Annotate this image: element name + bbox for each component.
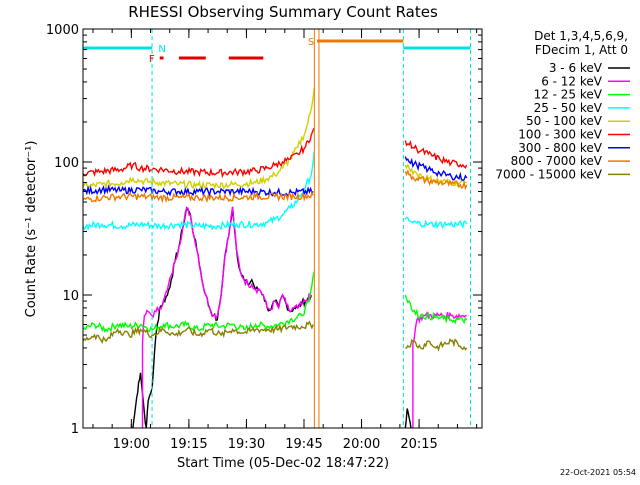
y-tick-label-100: 100 <box>54 156 79 171</box>
chart-title: RHESSI Observing Summary Count Rates <box>128 3 438 21</box>
series-line-after-50-100-kev <box>404 163 467 188</box>
series-line-after-300-800-kev <box>404 156 468 181</box>
series-line-after-7000-15000-kev <box>405 338 468 352</box>
flag-label-flare: F <box>149 54 155 65</box>
x-tick-label-19-30: 19:30 <box>228 437 265 452</box>
legend-label-3-6-kev: 3 - 6 keV <box>549 61 603 75</box>
series-line-after-3-6-kev <box>404 408 412 428</box>
legend-label-12-25-kev: 12 - 25 keV <box>534 88 603 102</box>
x-tick-label-19-15: 19:15 <box>170 437 207 452</box>
legend-label-6-12-kev: 6 - 12 keV <box>541 74 603 88</box>
y-axis-label: Count Rate (s⁻¹ detector⁻¹) <box>24 141 39 318</box>
legend-label-800-7000-kev: 800 - 7000 keV <box>511 154 603 168</box>
series-line-before-6-12-kev <box>141 206 312 428</box>
x-tick-label-19-00: 19:00 <box>113 437 150 452</box>
plot-layer: N S F <box>83 29 471 428</box>
x-tick-label-19-45: 19:45 <box>285 437 322 452</box>
series-line-before-3-6-kev <box>132 206 312 428</box>
flag-label-night: N <box>158 44 165 55</box>
series-line-after-12-25-kev <box>404 294 468 325</box>
legend-header-line-1: Det 1,3,4,5,6,9, <box>534 29 628 43</box>
series-line-after-25-50-kev <box>404 216 468 230</box>
footer-date: 22-Oct-2021 05:54 <box>560 468 636 477</box>
legend-label-7000-15000-kev: 7000 - 15000 keV <box>495 167 602 181</box>
legend-label-300-800-kev: 300 - 800 keV <box>518 141 602 155</box>
legend-header-line-2: FDecim 1, Att 0 <box>535 43 628 57</box>
series-line-before-12-25-kev <box>83 271 315 333</box>
series-line-after-100-300-kev <box>404 140 468 169</box>
axes-layer: 1 10 100 1000 19:00 19:15 19:30 19:45 20:00 20:15 <box>46 23 483 452</box>
legend-label-25-50-kev: 25 - 50 keV <box>534 101 603 115</box>
legend-label-50-100-kev: 50 - 100 keV <box>526 114 603 128</box>
series-line-after-800-7000-kev <box>404 169 468 191</box>
flag-label-saa: S <box>308 37 314 48</box>
series-line-before-25-50-kev <box>83 151 315 231</box>
x-tick-label-20-00: 20:00 <box>343 437 380 452</box>
x-tick-label-20-15: 20:15 <box>400 437 437 452</box>
y-tick-label-1000: 1000 <box>46 23 79 38</box>
series-line-before-100-300-kev <box>83 127 315 179</box>
x-axis-label: Start Time (05-Dec-02 18:47:22) <box>177 456 389 471</box>
series-line-before-800-7000-kev <box>83 190 314 204</box>
series-line-before-50-100-kev <box>83 87 315 191</box>
y-tick-label-10: 10 <box>62 289 79 304</box>
plot-clip-group <box>83 29 471 428</box>
series-line-before-300-800-kev <box>83 184 314 197</box>
series-line-after-6-12-kev <box>412 311 467 428</box>
y-tick-label-1: 1 <box>71 422 79 437</box>
series-line-before-7000-15000-kev <box>83 320 314 345</box>
plot-frame <box>82 28 483 429</box>
legend-label-100-300-kev: 100 - 300 keV <box>518 128 602 142</box>
